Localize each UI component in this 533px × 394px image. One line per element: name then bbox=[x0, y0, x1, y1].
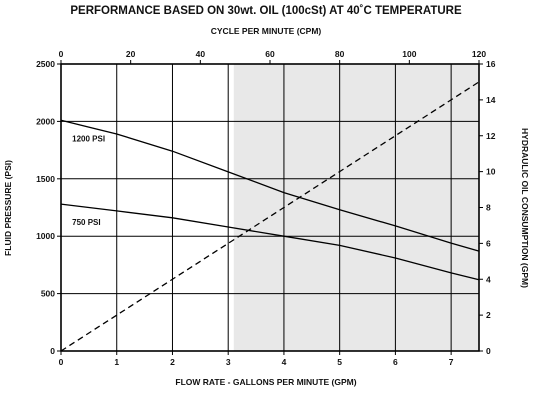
series-label: 1200 PSI bbox=[72, 134, 105, 143]
right-tick-label: 0 bbox=[486, 346, 491, 356]
bottom-tick-label: 4 bbox=[282, 357, 287, 367]
right-axis-title: HYDRAULIC OIL CONSUMPTION (GPM) bbox=[520, 128, 530, 288]
bottom-tick-label: 2 bbox=[170, 357, 175, 367]
right-tick-label: 16 bbox=[486, 59, 496, 69]
bottom-axis-title: FLOW RATE - GALLONS PER MINUTE (GPM) bbox=[175, 377, 356, 387]
pressure-line-0 bbox=[60, 119, 480, 252]
top-tick-label: 40 bbox=[196, 49, 206, 59]
right-tick-label: 6 bbox=[486, 238, 491, 248]
right-tick-label: 8 bbox=[486, 203, 491, 213]
bottom-tick-label: 6 bbox=[393, 357, 398, 367]
chart-title: PERFORMANCE BASED ON 30wt. OIL (100cSt) … bbox=[70, 5, 462, 17]
plot-area: 0 1 2 3 4 5 6 70 20 40 60 80 100 12005001000150020002… bbox=[36, 49, 496, 367]
bottom-tick-label: 1 bbox=[114, 357, 119, 367]
right-tick-label: 12 bbox=[486, 131, 496, 141]
top-tick-label: 100 bbox=[402, 49, 416, 59]
shaded-region bbox=[233, 64, 479, 351]
left-tick-label: 0 bbox=[50, 346, 55, 356]
oil-consumption-line bbox=[60, 81, 480, 352]
top-axis-title: CYCLE PER MINUTE (CPM) bbox=[211, 26, 322, 36]
bottom-tick-label: 7 bbox=[449, 357, 454, 367]
left-tick-label: 2000 bbox=[36, 116, 55, 126]
bottom-tick-label: 0 bbox=[59, 357, 64, 367]
top-tick-label: 20 bbox=[126, 49, 136, 59]
bottom-tick-label: 5 bbox=[337, 357, 342, 367]
right-tick-label: 4 bbox=[486, 274, 491, 284]
left-tick-label: 500 bbox=[41, 289, 55, 299]
left-axis-title: FLUID PRESSURE (PSI) bbox=[3, 160, 13, 256]
bottom-tick-label: 3 bbox=[226, 357, 231, 367]
pressure-line-1 bbox=[60, 203, 480, 281]
right-tick-label: 10 bbox=[486, 167, 496, 177]
top-tick-label: 60 bbox=[265, 49, 275, 59]
left-tick-label: 2500 bbox=[36, 59, 55, 69]
left-tick-label: 1500 bbox=[36, 174, 55, 184]
top-tick-label: 120 bbox=[472, 49, 486, 59]
left-tick-label: 1000 bbox=[36, 231, 55, 241]
series-label: 750 PSI bbox=[72, 218, 100, 227]
top-tick-label: 0 bbox=[59, 49, 64, 59]
right-tick-label: 14 bbox=[486, 95, 496, 105]
right-tick-label: 2 bbox=[486, 310, 491, 320]
top-tick-label: 80 bbox=[335, 49, 345, 59]
